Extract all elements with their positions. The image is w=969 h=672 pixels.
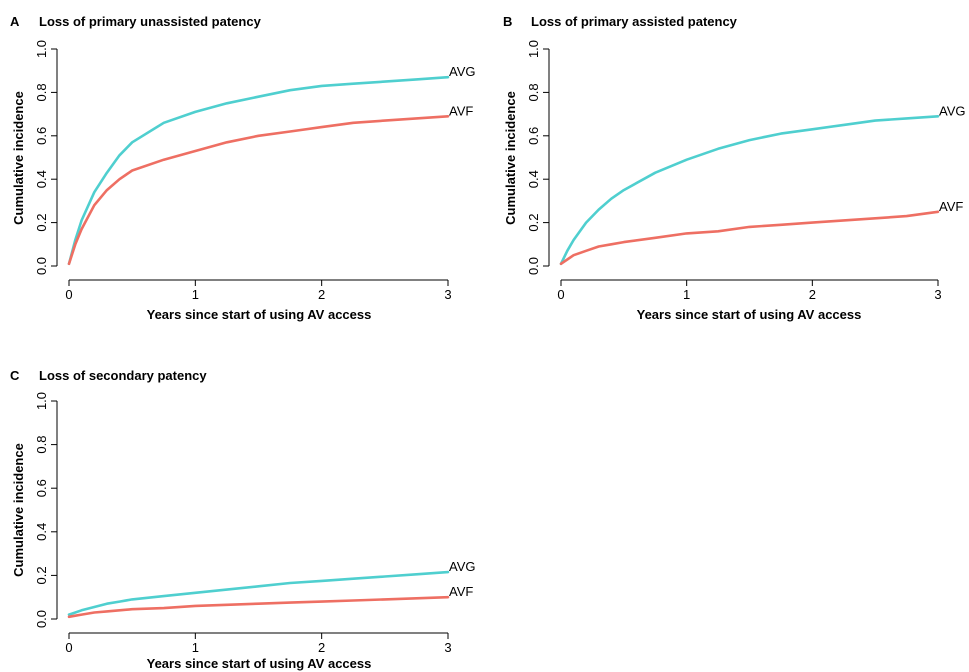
panel-b-y-tick-label: 0.0 [526, 257, 541, 275]
panel-c-plot: 0 1 2 3 0.0 0.2 0.4 0.6 0.8 1.0 AVG AVF [34, 392, 476, 655]
panel-c-y-tick-label: 1.0 [34, 392, 49, 410]
panel-b-y-tick-label: 0.6 [526, 127, 541, 145]
panel-b-x-axis-label: Years since start of using AV access [637, 307, 862, 322]
panel-a-y-tick-label: 0.0 [34, 257, 49, 275]
panel-b-y-tick-label: 0.2 [526, 214, 541, 232]
panel-b-x-tick-label: 3 [934, 287, 941, 302]
panel-b-series-label-avf: AVF [939, 199, 963, 214]
panel-c-x-tick-label: 2 [318, 640, 325, 655]
panel-c-y-tick-label: 0.0 [34, 610, 49, 628]
panel-a-y-tick-label: 0.8 [34, 83, 49, 101]
panel-a-title: Loss of primary unassisted patency [39, 14, 262, 29]
panel-a-series-avf [67, 115, 450, 266]
panel-a-y-tick-label: 0.2 [34, 214, 49, 232]
panel-c-y-tick-label: 0.8 [34, 436, 49, 454]
panel-b-y-tick-label: 0.4 [526, 170, 541, 188]
panel-c-y-tick-label: 0.6 [34, 479, 49, 497]
panel-c-x-tick-label: 0 [65, 640, 72, 655]
panel-a-series-label-avf: AVF [449, 103, 473, 118]
panel-b-series-avg [559, 115, 940, 266]
panel-c-x-tick-label: 1 [192, 640, 199, 655]
panel-c-y-tick-label: 0.4 [34, 523, 49, 541]
panel-c-series-avf [67, 595, 450, 619]
panel-c-y-axis-label: Cumulative incidence [11, 443, 26, 577]
panel-b-x-tick-label: 1 [683, 287, 690, 302]
panel-a: A Loss of primary unassisted patency Cum… [10, 14, 476, 322]
panel-a-y-axis-label: Cumulative incidence [11, 91, 26, 225]
panel-a-y-tick-label: 1.0 [34, 40, 49, 58]
panel-c: C Loss of secondary patency Cumulative i… [10, 368, 476, 671]
panel-b-x-tick-label: 0 [557, 287, 564, 302]
panel-a-series-label-avg: AVG [449, 64, 476, 79]
panel-c-series-avg [67, 570, 450, 616]
panel-b-y-axis-label: Cumulative incidence [503, 91, 518, 225]
panel-b-x-tick-label: 2 [809, 287, 816, 302]
panel-a-x-tick-label: 0 [65, 287, 72, 302]
panel-c-title: Loss of secondary patency [39, 368, 207, 383]
panel-a-x-tick-label: 1 [192, 287, 199, 302]
panel-a-x-axis-label: Years since start of using AV access [147, 307, 372, 322]
panel-c-x-axis-label: Years since start of using AV access [147, 656, 372, 671]
panel-c-series-label-avf: AVF [449, 584, 473, 599]
panel-a-x-tick-label: 2 [318, 287, 325, 302]
panel-b-plot: 0 1 2 3 0.0 0.2 0.4 0.6 0.8 1.0 AVG AVF [526, 40, 966, 302]
panel-c-series-label-avg: AVG [449, 559, 476, 574]
panel-a-letter: A [10, 14, 20, 29]
panel-b-y-tick-label: 0.8 [526, 83, 541, 101]
panel-a-plot: 0 1 2 3 0.0 0.2 0.4 0.6 0.8 1.0 AVG AVF [34, 40, 476, 302]
panel-b-y-tick-label: 1.0 [526, 40, 541, 58]
panel-b-series-label-avg: AVG [939, 103, 966, 118]
panel-b-series-avf [559, 210, 940, 266]
panel-a-y-tick-label: 0.4 [34, 170, 49, 188]
panel-c-x-tick-label: 3 [444, 640, 451, 655]
panel-b-title: Loss of primary assisted patency [531, 14, 738, 29]
panel-c-letter: C [10, 368, 20, 383]
panel-a-x-tick-label: 3 [444, 287, 451, 302]
panel-b: B Loss of primary assisted patency Cumul… [503, 14, 966, 322]
panel-a-y-tick-label: 0.6 [34, 127, 49, 145]
panel-b-letter: B [503, 14, 512, 29]
panel-a-series-avg [67, 75, 450, 266]
panel-c-y-tick-label: 0.2 [34, 566, 49, 584]
